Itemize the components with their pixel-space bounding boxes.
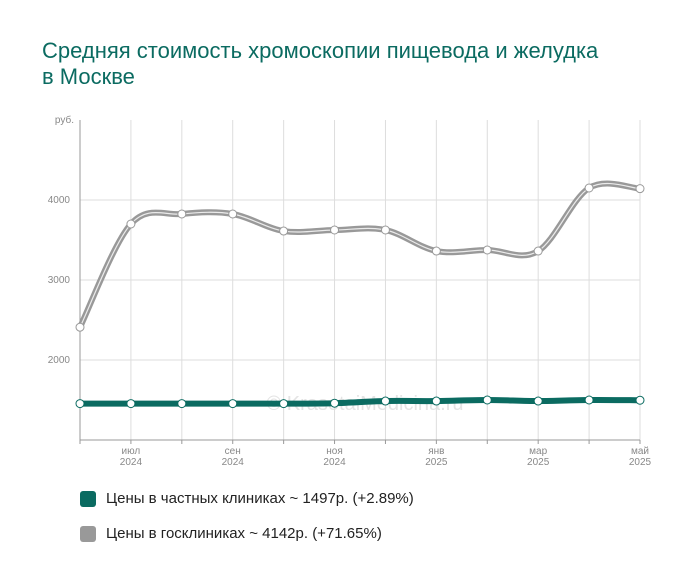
x-tick-label-line: ноя [326, 446, 343, 457]
x-tick-label: сен 2024 [222, 446, 245, 468]
data-point [126, 399, 136, 409]
data-point [431, 396, 441, 406]
legend-swatch [80, 490, 96, 507]
data-point [279, 226, 289, 236]
y-tick-label: 3000 [48, 275, 71, 286]
data-point [635, 395, 645, 405]
x-tick-label: янв 2025 [425, 446, 448, 468]
legend-label: Цены в госклиниках ~ 4142р. (+71.65%) [106, 525, 382, 542]
series-line-highlight [79, 183, 641, 328]
data-point [533, 396, 543, 406]
legend-label: Цены в частных клиниках ~ 1497р. (+2.89%… [106, 490, 414, 507]
legend-item: Цены в частных клиниках ~ 1497р. (+2.89%… [80, 490, 414, 507]
series-line [80, 396, 641, 407]
data-point [330, 398, 340, 408]
x-tick-label-line: янв [428, 446, 444, 457]
x-tick-label-line: май [631, 446, 649, 457]
x-tick-label-line: 2025 [425, 457, 448, 468]
x-tick-label-line: сен [225, 446, 241, 457]
data-point [482, 245, 492, 255]
y-axis-label: руб. [55, 114, 74, 126]
data-point [228, 399, 238, 409]
data-point [431, 246, 441, 256]
data-point [482, 395, 492, 405]
data-point [380, 396, 390, 406]
series-line [77, 180, 641, 329]
data-point [279, 399, 289, 409]
data-point [584, 395, 594, 405]
data-point [330, 225, 340, 235]
data-point [635, 184, 645, 194]
x-tick-label: ноя 2024 [323, 446, 346, 468]
legend-item: Цены в госклиниках ~ 4142р. (+71.65%) [80, 525, 382, 542]
chart-title: Средняя стоимость хромоскопии пищевода и… [42, 38, 599, 89]
data-point [177, 399, 187, 409]
x-tick-label: мар 2025 [527, 446, 550, 468]
x-tick-label-line: 2024 [120, 457, 143, 468]
x-tick-label-line: мар [529, 446, 547, 457]
data-point [75, 399, 85, 409]
y-tick-label: 4000 [48, 195, 71, 206]
x-tick-label: май 2025 [629, 446, 652, 468]
data-point [177, 209, 187, 219]
data-point [126, 219, 136, 229]
data-point [533, 246, 543, 256]
x-tick-label: июл 2024 [120, 446, 143, 468]
data-point [584, 183, 594, 193]
data-point [75, 322, 85, 332]
data-point [380, 225, 390, 235]
x-tick-label-line: 2025 [527, 457, 550, 468]
y-tick-label: 2000 [48, 355, 71, 366]
x-tick-label-line: 2025 [629, 457, 652, 468]
x-tick-label-line: 2024 [323, 457, 346, 468]
data-point [228, 209, 238, 219]
x-tick-label-line: 2024 [222, 457, 245, 468]
x-tick-label-line: июл [122, 446, 141, 457]
legend-swatch [80, 525, 96, 542]
